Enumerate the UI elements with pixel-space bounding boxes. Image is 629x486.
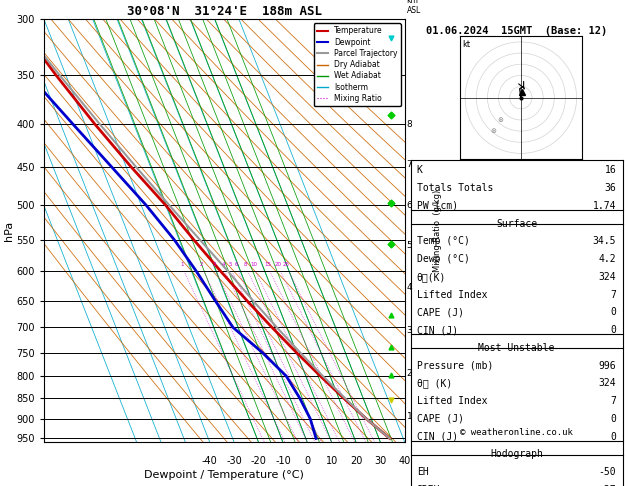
Text: 4.2: 4.2 — [599, 254, 616, 264]
Text: Temp (°C): Temp (°C) — [417, 236, 470, 246]
Text: -10: -10 — [275, 456, 291, 466]
Text: 5: 5 — [228, 262, 232, 267]
Text: θᴀ (K): θᴀ (K) — [417, 379, 452, 388]
Text: 7: 7 — [406, 160, 413, 169]
Text: 4: 4 — [406, 283, 412, 293]
Text: -37: -37 — [599, 485, 616, 486]
Text: 30: 30 — [374, 456, 387, 466]
Text: 16: 16 — [604, 165, 616, 175]
Text: -50: -50 — [599, 467, 616, 477]
Text: Most Unstable: Most Unstable — [479, 343, 555, 353]
Text: 0: 0 — [611, 307, 616, 317]
Text: 1.74: 1.74 — [593, 201, 616, 211]
Text: -40: -40 — [202, 456, 218, 466]
Text: 4: 4 — [221, 262, 225, 267]
Text: K: K — [417, 165, 423, 175]
Text: 3: 3 — [406, 326, 413, 334]
Text: 10: 10 — [250, 262, 257, 267]
Text: 40: 40 — [399, 456, 411, 466]
Text: CIN (J): CIN (J) — [417, 432, 458, 442]
Text: 20: 20 — [275, 262, 282, 267]
Legend: Temperature, Dewpoint, Parcel Trajectory, Dry Adiabat, Wet Adiabat, Isotherm, Mi: Temperature, Dewpoint, Parcel Trajectory… — [314, 23, 401, 106]
Text: Dewpoint / Temperature (°C): Dewpoint / Temperature (°C) — [145, 470, 304, 480]
Text: -30: -30 — [226, 456, 242, 466]
Text: 20: 20 — [350, 456, 362, 466]
Text: CIN (J): CIN (J) — [417, 325, 458, 335]
Text: 5: 5 — [406, 241, 413, 250]
Text: 6: 6 — [406, 201, 413, 209]
Text: 10: 10 — [326, 456, 338, 466]
Text: 6: 6 — [235, 262, 238, 267]
Text: PW (cm): PW (cm) — [417, 201, 458, 211]
Title: 30°08'N  31°24'E  188m ASL: 30°08'N 31°24'E 188m ASL — [127, 5, 322, 18]
Text: © weatheronline.co.uk: © weatheronline.co.uk — [460, 428, 573, 437]
Text: 15: 15 — [264, 262, 271, 267]
Text: 25: 25 — [283, 262, 290, 267]
Text: 8: 8 — [406, 121, 413, 129]
Text: 01.06.2024  15GMT  (Base: 12): 01.06.2024 15GMT (Base: 12) — [426, 26, 607, 36]
Text: SREH: SREH — [417, 485, 440, 486]
Text: CAPE (J): CAPE (J) — [417, 307, 464, 317]
Text: Hodograph: Hodograph — [490, 450, 543, 459]
Y-axis label: hPa: hPa — [4, 221, 14, 241]
Text: CAPE (J): CAPE (J) — [417, 414, 464, 424]
Text: 2: 2 — [200, 262, 204, 267]
Text: Pressure (mb): Pressure (mb) — [417, 361, 493, 371]
Text: EH: EH — [417, 467, 428, 477]
Text: 996: 996 — [599, 361, 616, 371]
Text: Totals Totals: Totals Totals — [417, 183, 493, 193]
Text: Lifted Index: Lifted Index — [417, 290, 487, 300]
Text: 0: 0 — [611, 325, 616, 335]
Text: 36: 36 — [604, 183, 616, 193]
Text: 0: 0 — [611, 414, 616, 424]
Text: km
ASL: km ASL — [406, 0, 421, 15]
Text: Surface: Surface — [496, 219, 537, 228]
Text: 3: 3 — [212, 262, 216, 267]
Text: 324: 324 — [599, 379, 616, 388]
Text: 7: 7 — [611, 290, 616, 300]
Text: 1: 1 — [181, 262, 184, 267]
Text: θᴀ(K): θᴀ(K) — [417, 272, 446, 282]
Text: 7: 7 — [611, 396, 616, 406]
Text: Lifted Index: Lifted Index — [417, 396, 487, 406]
Text: 1: 1 — [406, 412, 413, 421]
Text: 8: 8 — [244, 262, 247, 267]
Text: 2: 2 — [406, 369, 412, 378]
Text: 0: 0 — [304, 456, 310, 466]
Text: 34.5: 34.5 — [593, 236, 616, 246]
Text: Mixing Ratio  (g/kg): Mixing Ratio (g/kg) — [433, 190, 442, 272]
Text: -20: -20 — [250, 456, 267, 466]
Text: 324: 324 — [599, 272, 616, 282]
Text: Dewp (°C): Dewp (°C) — [417, 254, 470, 264]
Text: 0: 0 — [611, 432, 616, 442]
